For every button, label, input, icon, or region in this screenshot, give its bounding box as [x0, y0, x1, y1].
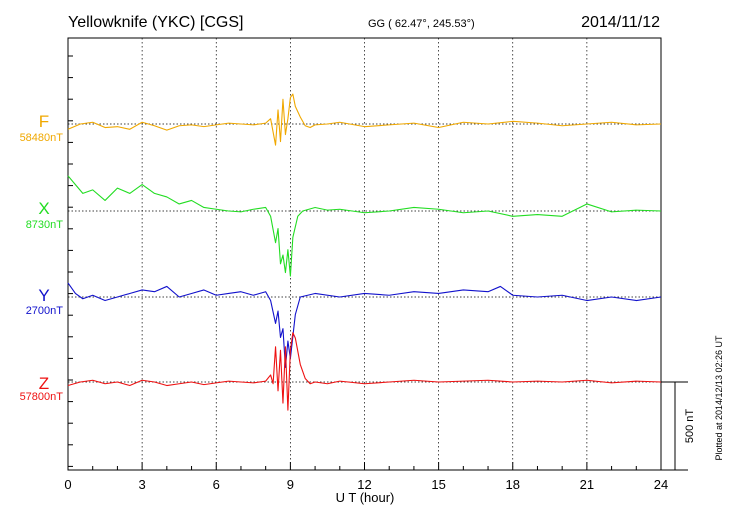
- tick-label-12: 12: [357, 477, 371, 492]
- series-line-Y: [67, 282, 662, 368]
- series-name-Z: Z: [39, 374, 49, 393]
- tick-label-24: 24: [654, 477, 668, 492]
- station-coordinates: GG ( 62.47°, 245.53°): [368, 18, 475, 30]
- tick-label-0: 0: [64, 477, 71, 492]
- tick-label-18: 18: [506, 477, 520, 492]
- series-name-Y: Y: [38, 286, 49, 305]
- grid-lines: [141, 38, 588, 470]
- scale-bar-label: 500 nT: [684, 409, 696, 444]
- series-group: [67, 93, 662, 411]
- tick-label-21: 21: [580, 477, 594, 492]
- series-name-F: F: [39, 112, 49, 131]
- tick-label-9: 9: [287, 477, 294, 492]
- series-baseline-label-Y: 2700nT: [26, 305, 64, 317]
- x-axis-ticks: 0 3 6 9 12 15 18 21 24: [64, 55, 668, 492]
- series-line-F: [67, 93, 662, 146]
- chart-date: 2014/11/12: [581, 14, 660, 31]
- series-baseline-label-Z: 57800nT: [20, 391, 64, 403]
- series-line-X: [67, 175, 662, 277]
- series-baseline-label-F: 58480nT: [20, 132, 64, 144]
- x-axis-label: U T (hour): [336, 490, 395, 505]
- scale-bar: 500 nT: [661, 381, 696, 471]
- plotted-timestamp: Plotted at 2014/12/13 02:26 UT: [714, 335, 724, 461]
- tick-label-15: 15: [431, 477, 445, 492]
- tick-label-3: 3: [139, 477, 146, 492]
- series-baseline-label-X: 8730nT: [26, 219, 64, 231]
- series-line-Z: [67, 332, 662, 411]
- tick-label-6: 6: [213, 477, 220, 492]
- series-name-X: X: [38, 199, 49, 218]
- chart-title: Yellowknife (YKC) [CGS]: [68, 14, 243, 31]
